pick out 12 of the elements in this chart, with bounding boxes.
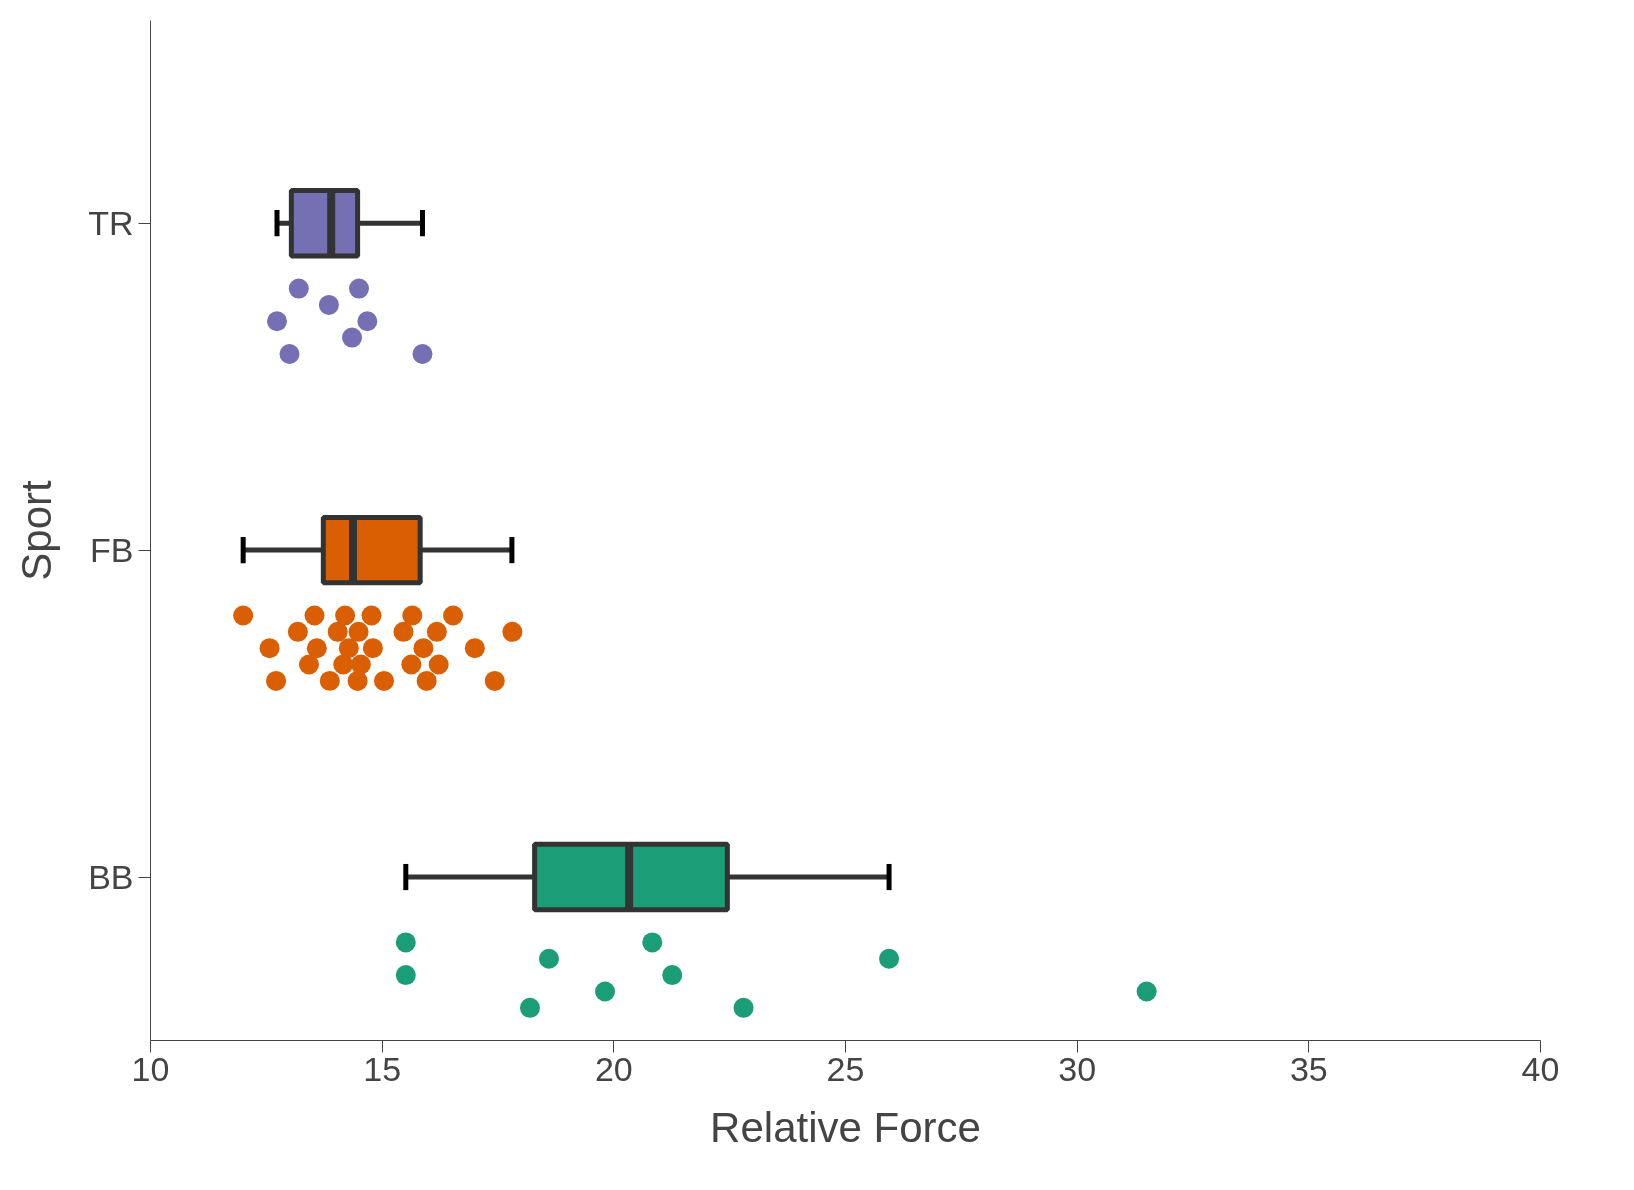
x-tick-label: 20 — [594, 1049, 633, 1088]
x-tick-label: 30 — [1058, 1049, 1097, 1088]
y-tick-label: BB — [88, 858, 134, 897]
x-tick-label: 15 — [363, 1049, 402, 1088]
x-tick-label: 25 — [826, 1049, 865, 1088]
x-axis-title: Relative Force — [710, 1103, 981, 1151]
x-tick-label: 10 — [131, 1049, 170, 1088]
x-tick-label: 35 — [1289, 1049, 1328, 1088]
y-axis-title: Sport — [13, 479, 61, 581]
y-tick-label: TR — [88, 204, 134, 243]
x-tick-label: 40 — [1521, 1049, 1560, 1088]
y-tick-label: FB — [90, 531, 134, 570]
